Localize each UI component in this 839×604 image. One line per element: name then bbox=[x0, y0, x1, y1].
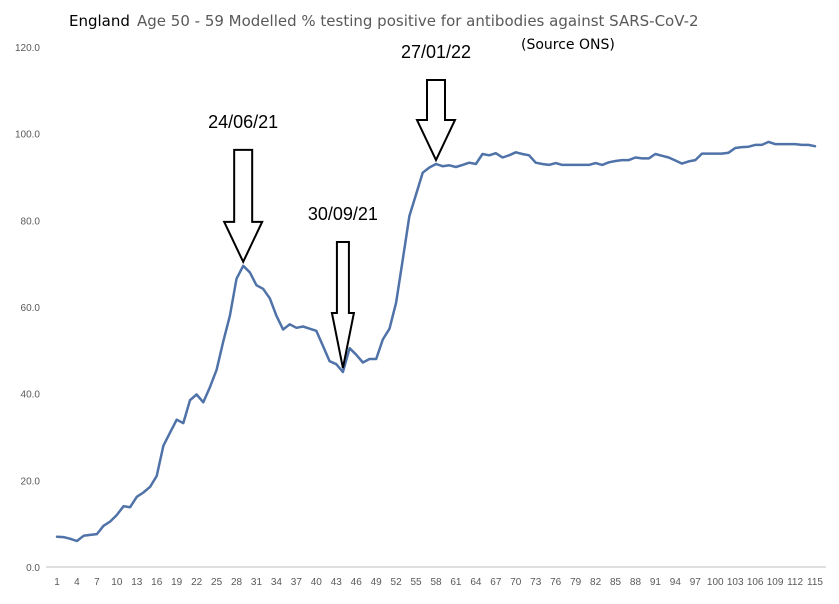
annotation-arrow bbox=[222, 148, 264, 265]
x-tick-label: 43 bbox=[331, 577, 343, 588]
x-tick-label: 25 bbox=[211, 577, 223, 588]
x-tick-label: 64 bbox=[470, 577, 482, 588]
x-tick-label: 73 bbox=[530, 577, 542, 588]
y-tick-label: 40.0 bbox=[21, 390, 41, 401]
x-tick-label: 46 bbox=[351, 577, 363, 588]
x-tick-label: 16 bbox=[151, 577, 163, 588]
x-tick-label: 82 bbox=[590, 577, 602, 588]
x-tick-label: 10 bbox=[111, 577, 123, 588]
x-tick-label: 67 bbox=[490, 577, 502, 588]
x-tick-label: 109 bbox=[767, 577, 784, 588]
x-tick-label: 115 bbox=[807, 577, 823, 588]
x-tick-label: 52 bbox=[391, 577, 403, 588]
chart-region-label: England bbox=[69, 12, 130, 30]
annotation-arrow bbox=[415, 79, 457, 163]
annotation-date-label: 27/01/22 bbox=[401, 42, 471, 62]
x-tick-label: 1 bbox=[54, 577, 60, 588]
x-axis-ticks: 1 4 7 10 13 16 19 22 25 28 31 34 37 40 43 46 49 52 55 58 61 6… bbox=[54, 577, 823, 588]
x-tick-label: 112 bbox=[787, 577, 803, 588]
x-tick-label: 91 bbox=[650, 577, 662, 588]
x-tick-label: 76 bbox=[550, 577, 562, 588]
x-tick-label: 40 bbox=[311, 577, 323, 588]
x-tick-label: 79 bbox=[570, 577, 582, 588]
y-tick-label: 120.0 bbox=[15, 43, 40, 54]
chart-title: Age 50 - 59 Modelled % testing positive … bbox=[137, 12, 699, 30]
x-tick-label: 34 bbox=[271, 577, 283, 588]
y-tick-label: 0.0 bbox=[26, 563, 40, 574]
annotation-arrow bbox=[330, 241, 356, 369]
y-tick-label: 20.0 bbox=[21, 476, 41, 487]
annotation-date-label: 24/06/21 bbox=[208, 112, 278, 132]
x-tick-label: 70 bbox=[510, 577, 522, 588]
y-axis-ticks: 0.0 20.0 40.0 60.0 80.0 100.0 120.0 bbox=[15, 43, 40, 574]
x-tick-label: 7 bbox=[94, 577, 100, 588]
x-tick-label: 55 bbox=[410, 577, 422, 588]
x-tick-label: 103 bbox=[727, 577, 744, 588]
x-tick-label: 97 bbox=[690, 577, 702, 588]
x-tick-label: 106 bbox=[747, 577, 764, 588]
x-tick-label: 4 bbox=[74, 577, 80, 588]
y-tick-label: 60.0 bbox=[21, 303, 41, 314]
x-tick-label: 31 bbox=[251, 577, 263, 588]
x-tick-label: 49 bbox=[371, 577, 383, 588]
x-tick-label: 37 bbox=[291, 577, 303, 588]
annotation-date-label: 30/09/21 bbox=[308, 204, 378, 224]
x-tick-label: 22 bbox=[191, 577, 203, 588]
x-tick-label: 61 bbox=[450, 577, 462, 588]
x-tick-label: 88 bbox=[630, 577, 642, 588]
chart-source-note: (Source ONS) bbox=[521, 37, 615, 53]
series-group bbox=[55, 140, 817, 543]
annotations-group: 24/06/21 30/09/21 27/01/22 bbox=[208, 42, 471, 369]
x-tick-label: 94 bbox=[670, 577, 682, 588]
x-tick-label: 19 bbox=[171, 577, 183, 588]
x-tick-label: 100 bbox=[707, 577, 724, 588]
y-tick-label: 80.0 bbox=[21, 216, 41, 227]
series-line bbox=[55, 140, 817, 543]
x-tick-label: 58 bbox=[430, 577, 442, 588]
x-tick-label: 28 bbox=[231, 577, 243, 588]
y-tick-label: 100.0 bbox=[15, 130, 40, 141]
x-tick-label: 13 bbox=[131, 577, 143, 588]
x-tick-label: 85 bbox=[610, 577, 622, 588]
